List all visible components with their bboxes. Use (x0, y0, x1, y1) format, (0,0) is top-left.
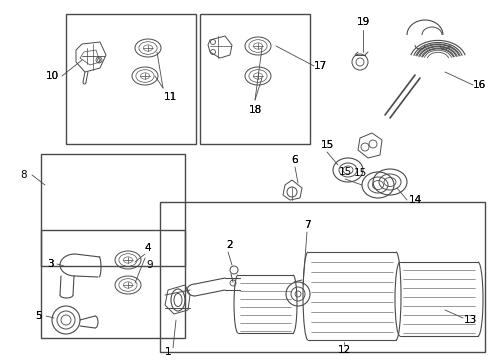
Text: 2: 2 (226, 240, 233, 250)
Text: 15: 15 (320, 140, 333, 150)
Text: 18: 18 (248, 105, 261, 115)
Bar (66, 14, 196, 144)
Bar (41, 154, 184, 266)
Text: 12: 12 (337, 345, 350, 355)
Text: 14: 14 (407, 195, 421, 205)
Text: 1: 1 (164, 347, 171, 357)
Text: 13: 13 (463, 315, 476, 325)
Text: 9: 9 (146, 260, 153, 270)
Bar (41, 230, 184, 338)
Bar (200, 14, 309, 144)
Text: 15: 15 (338, 167, 351, 177)
Text: 12: 12 (337, 345, 350, 355)
Text: 10: 10 (45, 71, 59, 81)
Text: 15: 15 (353, 168, 366, 178)
Text: 10: 10 (45, 71, 59, 81)
Text: 11: 11 (163, 92, 176, 102)
Text: 18: 18 (248, 105, 261, 115)
Text: 17: 17 (313, 61, 326, 71)
Text: 1: 1 (164, 347, 171, 357)
Text: 4: 4 (144, 243, 151, 253)
Text: 8: 8 (20, 170, 27, 180)
Text: 7: 7 (303, 220, 310, 230)
Text: 16: 16 (471, 80, 485, 90)
Text: 14: 14 (407, 195, 421, 205)
Text: 19: 19 (356, 17, 369, 27)
Text: 15: 15 (320, 140, 333, 150)
Text: 3: 3 (46, 259, 53, 269)
Text: 13: 13 (463, 315, 476, 325)
Text: 5: 5 (35, 311, 41, 321)
Text: 19: 19 (356, 17, 369, 27)
Text: 3: 3 (46, 259, 53, 269)
Text: 17: 17 (313, 61, 326, 71)
Text: 11: 11 (163, 92, 176, 102)
Text: 4: 4 (144, 243, 151, 253)
Bar (160, 202, 484, 352)
Text: 7: 7 (303, 220, 310, 230)
Text: 6: 6 (291, 155, 298, 165)
Text: 16: 16 (471, 80, 485, 90)
Text: 6: 6 (291, 155, 298, 165)
Text: 2: 2 (226, 240, 233, 250)
Text: 5: 5 (35, 311, 41, 321)
